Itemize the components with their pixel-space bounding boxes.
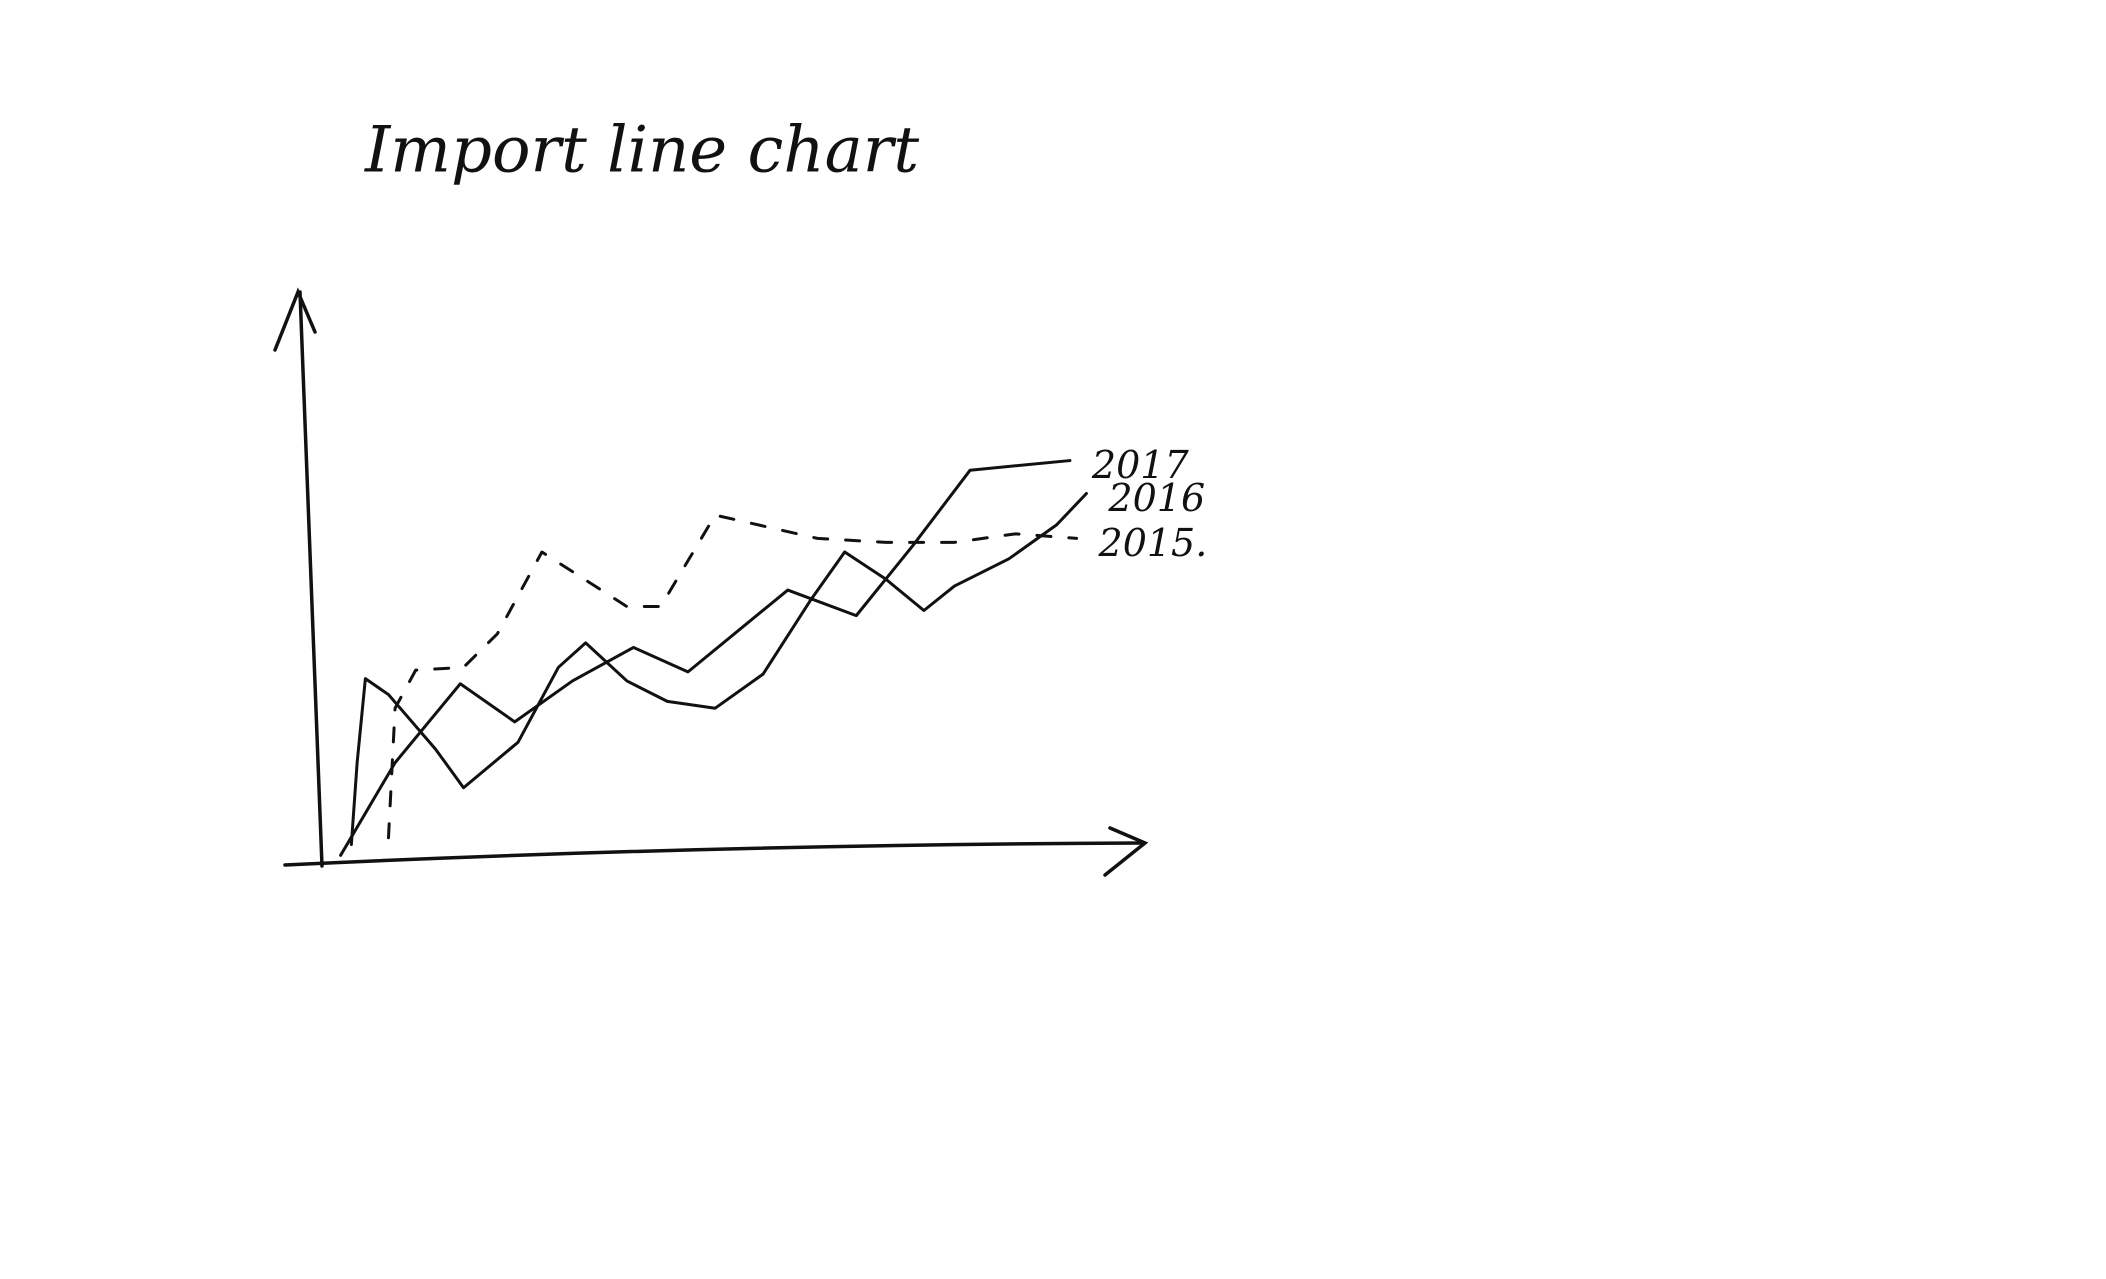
x-axis <box>283 841 1142 867</box>
series-line <box>339 459 1072 857</box>
series-line <box>386 513 1079 840</box>
legend-label: 2017 <box>1091 443 1190 487</box>
chart-title: Import line chart <box>364 114 919 188</box>
x-axis-arrow <box>1103 826 1149 877</box>
y-axis <box>298 290 324 868</box>
legend-label: 2015. <box>1098 521 1208 565</box>
axes <box>273 287 1149 877</box>
y-axis-arrow <box>273 287 317 352</box>
series-line <box>349 492 1088 847</box>
legend-label: 2016 <box>1107 476 1205 520</box>
